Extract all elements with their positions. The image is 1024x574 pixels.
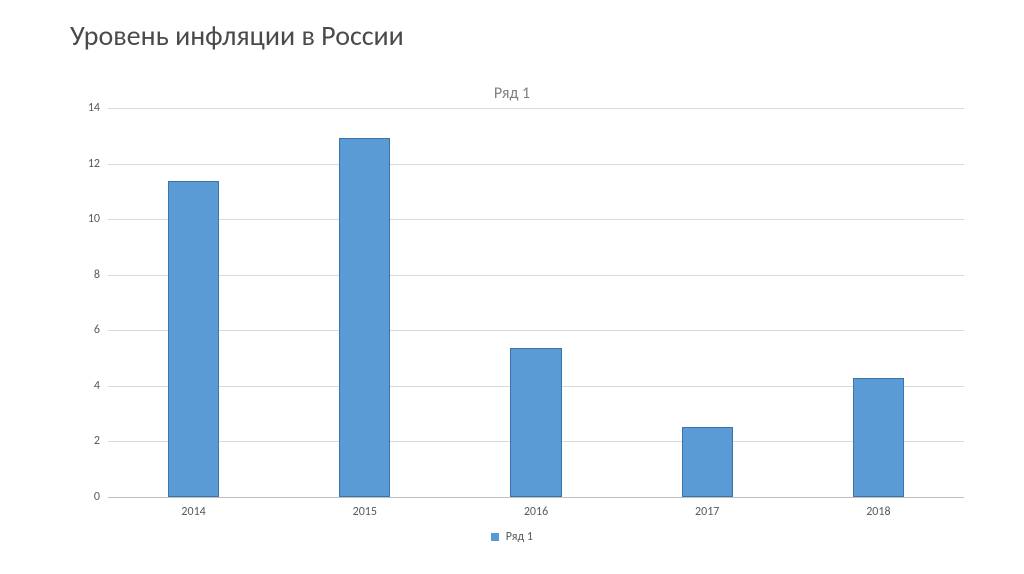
chart-legend: Ряд 1 <box>0 530 1024 544</box>
y-axis-tick: 4 <box>70 379 100 393</box>
y-axis-tick: 10 <box>70 212 100 226</box>
bar <box>168 181 219 497</box>
y-axis-tick: 14 <box>70 101 100 115</box>
x-axis-tick: 2014 <box>181 505 205 519</box>
bar <box>339 138 390 497</box>
y-axis-tick: 6 <box>70 323 100 337</box>
legend-swatch <box>491 533 499 541</box>
grid-line <box>108 164 964 165</box>
chart-title: Ряд 1 <box>0 84 1024 103</box>
page-title: Уровень инфляции в России <box>70 18 404 53</box>
bar <box>682 427 733 497</box>
x-axis-tick: 2016 <box>524 505 548 519</box>
y-axis-tick: 12 <box>70 157 100 171</box>
chart-plot-area: 0246810121420142015201620172018 <box>108 108 964 498</box>
x-axis-tick: 2015 <box>353 505 377 519</box>
bar <box>853 378 904 497</box>
grid-line <box>108 219 964 220</box>
x-axis-tick: 2017 <box>695 505 719 519</box>
y-axis-tick: 2 <box>70 434 100 448</box>
y-axis-tick: 0 <box>70 490 100 504</box>
y-axis-tick: 8 <box>70 268 100 282</box>
grid-line <box>108 330 964 331</box>
grid-line <box>108 275 964 276</box>
bar <box>510 348 561 497</box>
legend-label: Ряд 1 <box>506 530 533 544</box>
x-axis-tick: 2018 <box>866 505 890 519</box>
grid-line <box>108 108 964 109</box>
